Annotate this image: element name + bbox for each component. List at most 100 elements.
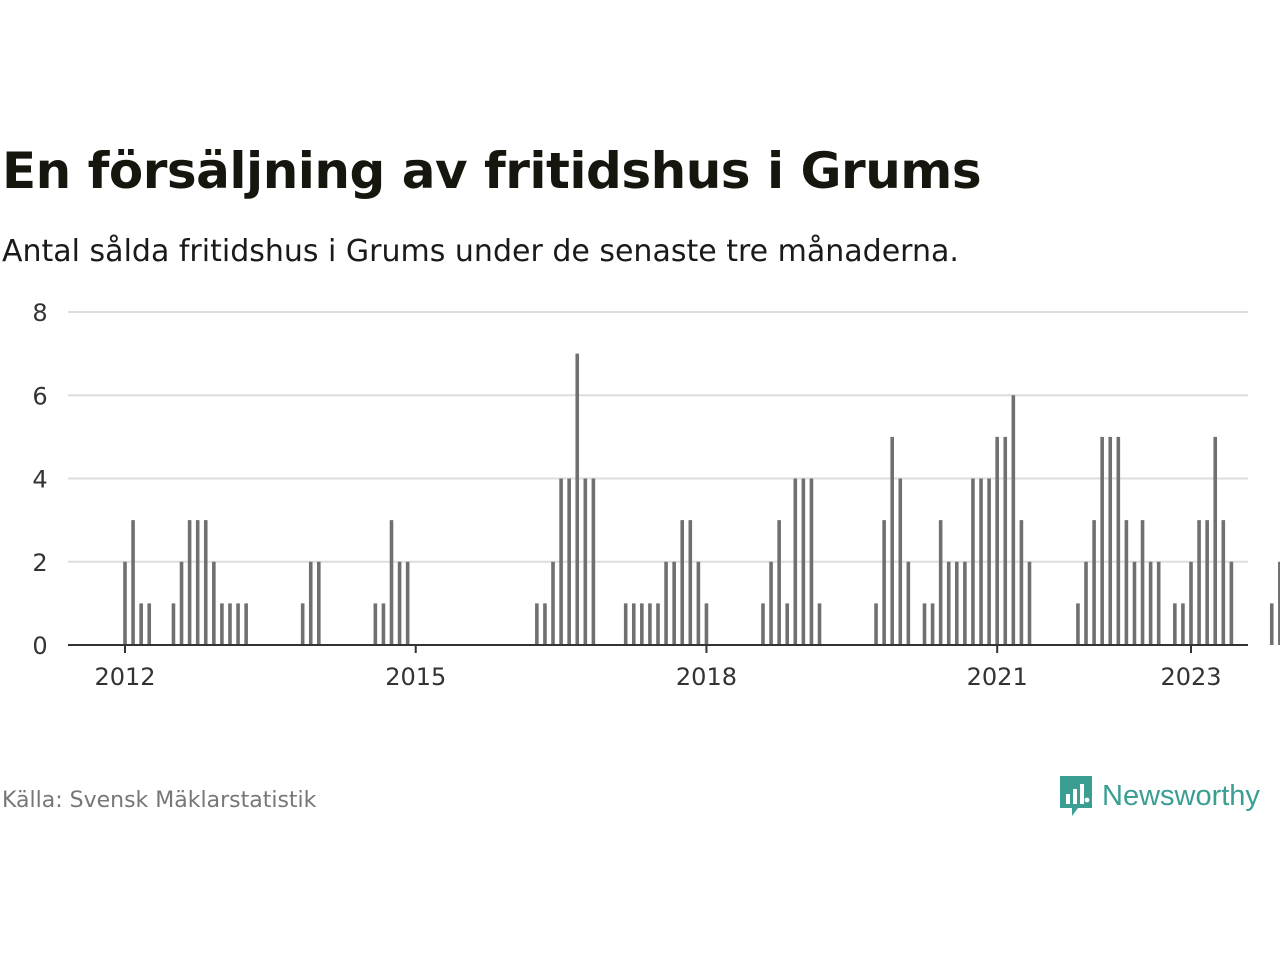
- bar: [317, 561, 321, 645]
- bar: [1108, 436, 1113, 645]
- bar: [769, 561, 773, 645]
- bar: [171, 603, 176, 645]
- bar: [987, 478, 991, 645]
- bar: [551, 561, 555, 645]
- bar: [1092, 520, 1096, 645]
- x-axis: 2012 2015 2018 2021 2023: [68, 644, 1248, 691]
- bar: [1011, 395, 1016, 645]
- brand-name: Newsworthy: [1102, 779, 1260, 812]
- bar: [373, 603, 378, 645]
- bar: [809, 478, 814, 645]
- bar: [1278, 561, 1280, 645]
- bar: [1269, 603, 1274, 645]
- bar: [955, 561, 959, 645]
- bar: [688, 520, 693, 645]
- bar: [1027, 561, 1032, 645]
- y-tick-label: 2: [32, 549, 47, 577]
- bar: [890, 436, 894, 645]
- x-tick-label: 2018: [676, 663, 737, 691]
- bar: [971, 478, 975, 645]
- bar: [648, 603, 652, 645]
- bar: [922, 603, 927, 645]
- bar: [559, 478, 563, 645]
- newsworthy-logo: Newsworthy: [1058, 774, 1260, 818]
- bar: [1173, 603, 1177, 645]
- source-note: Källa: Svensk Mäklarstatistik: [2, 788, 317, 813]
- bar: [631, 603, 636, 645]
- bar: [1221, 520, 1226, 645]
- bar: [882, 520, 886, 645]
- bar: [946, 561, 951, 645]
- chart-title: En försäljning av fritidshus i Grums: [2, 142, 982, 200]
- bar: [244, 603, 248, 645]
- bar: [1213, 436, 1218, 645]
- bar: [220, 603, 224, 645]
- y-tick-label: 6: [32, 382, 47, 410]
- bar: [1100, 436, 1104, 645]
- bar: [1084, 561, 1088, 645]
- x-tick-label: 2015: [385, 663, 446, 691]
- bar: [187, 520, 192, 645]
- bar: [1148, 561, 1153, 645]
- bar: [906, 561, 911, 645]
- newsworthy-chart-bubble-icon: [1060, 776, 1092, 816]
- bar: [212, 561, 216, 645]
- bar: [1116, 436, 1121, 645]
- bar: [1189, 561, 1193, 645]
- chart-subtitle: Antal sålda fritidshus i Grums under de …: [2, 234, 959, 269]
- y-axis-ticks: 0 2 4 6 8: [32, 299, 47, 660]
- x-tick-label: 2012: [94, 663, 155, 691]
- bar: [179, 561, 184, 645]
- bar: [656, 603, 660, 645]
- bar: [381, 603, 386, 645]
- bar: [236, 603, 240, 645]
- bar: [817, 603, 822, 645]
- bar: [623, 603, 628, 645]
- bar: [898, 478, 903, 645]
- x-tick-label: 2023: [1160, 663, 1221, 691]
- bar: [591, 478, 596, 645]
- y-tick-label: 8: [32, 299, 47, 327]
- bar: [123, 561, 127, 645]
- bar: [963, 561, 967, 645]
- bar: [300, 603, 305, 645]
- bar: [696, 561, 701, 645]
- bar: [147, 603, 152, 645]
- bar: [930, 603, 935, 645]
- bar: [664, 561, 668, 645]
- bar: [1019, 520, 1024, 645]
- bar: [575, 353, 580, 645]
- bar: [228, 603, 232, 645]
- bar: [680, 520, 685, 645]
- bar: [1181, 603, 1185, 645]
- bar: [979, 478, 983, 645]
- bar: [640, 603, 644, 645]
- y-tick-label: 0: [32, 632, 47, 660]
- bar: [672, 561, 676, 645]
- bar: [1132, 561, 1137, 645]
- bar: [874, 603, 878, 645]
- bars: [123, 353, 1280, 645]
- bar: [938, 520, 943, 645]
- bar: [389, 520, 394, 645]
- bar: [583, 478, 588, 645]
- bar: [761, 603, 765, 645]
- bar: [1156, 561, 1161, 645]
- bar: [1076, 603, 1080, 645]
- bar: [777, 520, 781, 645]
- x-tick-label: 2021: [967, 663, 1028, 691]
- grid-lines: [68, 311, 1248, 563]
- bar: [405, 561, 410, 645]
- bar: [995, 436, 999, 645]
- bar: [704, 603, 709, 645]
- bar: [567, 478, 571, 645]
- bar: [535, 603, 539, 645]
- bar: [1003, 436, 1008, 645]
- bar: [1229, 561, 1234, 645]
- bar: [543, 603, 547, 645]
- y-tick-label: 4: [32, 466, 47, 494]
- bar: [793, 478, 798, 645]
- bar: [131, 520, 135, 645]
- bar: [308, 561, 313, 645]
